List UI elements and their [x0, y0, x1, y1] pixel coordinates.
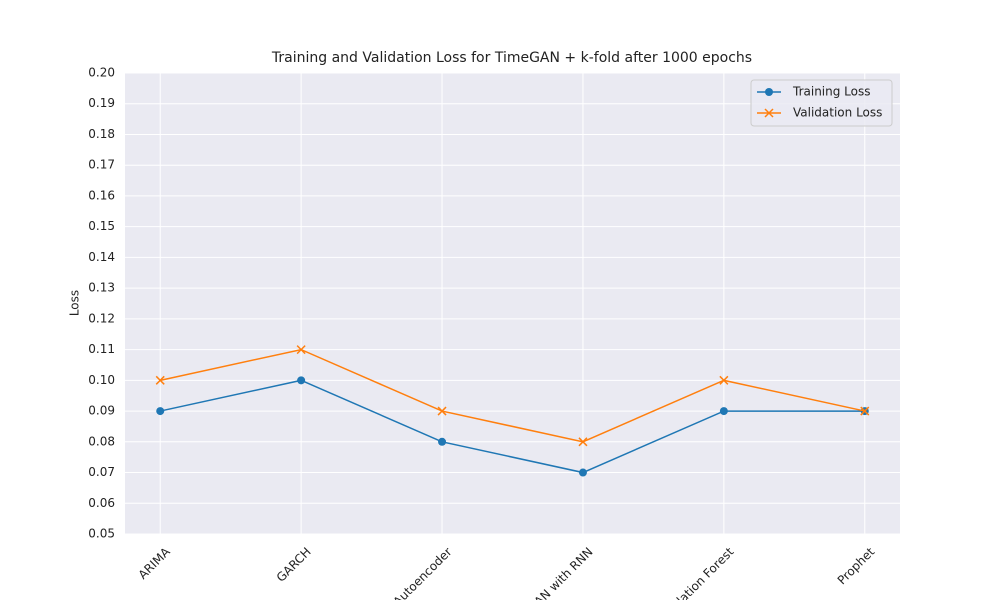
- x-tick-label: Autoencoder: [390, 545, 454, 600]
- data-point: [578, 468, 587, 477]
- x-tick-label: GARCH: [274, 545, 314, 585]
- legend-marker: [764, 108, 774, 118]
- data-point: [155, 375, 165, 385]
- x-tick-label: Prophet: [835, 544, 878, 587]
- y-tick-label: 0.11: [88, 342, 115, 356]
- legend-marker: [765, 88, 773, 96]
- y-tick-label: 0.15: [88, 219, 115, 233]
- y-tick-label: 0.18: [88, 127, 115, 141]
- y-tick-label: 0.08: [88, 434, 115, 448]
- chart-title: Training and Validation Loss for TimeGAN…: [271, 50, 752, 66]
- y-tick-label: 0.20: [88, 66, 115, 80]
- data-line: [160, 379, 865, 474]
- y-tick-label: 0.10: [88, 373, 115, 387]
- data-point: [860, 406, 870, 416]
- legend-label: Training Loss: [792, 85, 870, 99]
- y-tick-label: 0.17: [88, 158, 115, 172]
- data-point: [719, 375, 729, 385]
- y-axis-label: Loss: [68, 290, 82, 316]
- data-point: [156, 407, 165, 416]
- data-point: [438, 437, 447, 446]
- data-line: [160, 348, 865, 443]
- y-tick-label: 0.12: [88, 311, 115, 325]
- data-point: [296, 345, 306, 355]
- y-tick-label: 0.19: [88, 96, 115, 110]
- y-tick-label: 0.16: [88, 188, 115, 202]
- x-tick-label: Isolation Forest: [662, 544, 737, 600]
- y-tick-label: 0.07: [88, 465, 115, 479]
- y-tick-label: 0.05: [88, 527, 115, 541]
- data-point: [578, 437, 588, 447]
- plot-background: [125, 73, 900, 534]
- data-point: [297, 376, 306, 385]
- x-tick-label: GAN with RNN: [525, 545, 596, 600]
- y-tick-label: 0.14: [88, 250, 115, 264]
- y-tick-label: 0.13: [88, 281, 115, 295]
- y-tick-label: 0.09: [88, 404, 115, 418]
- legend-label: Validation Loss: [793, 106, 882, 120]
- y-tick-label: 0.06: [88, 496, 115, 510]
- data-point: [719, 407, 728, 416]
- legend-box: [750, 79, 893, 127]
- x-tick-label: ARIMA: [136, 544, 174, 582]
- data-point: [437, 406, 447, 416]
